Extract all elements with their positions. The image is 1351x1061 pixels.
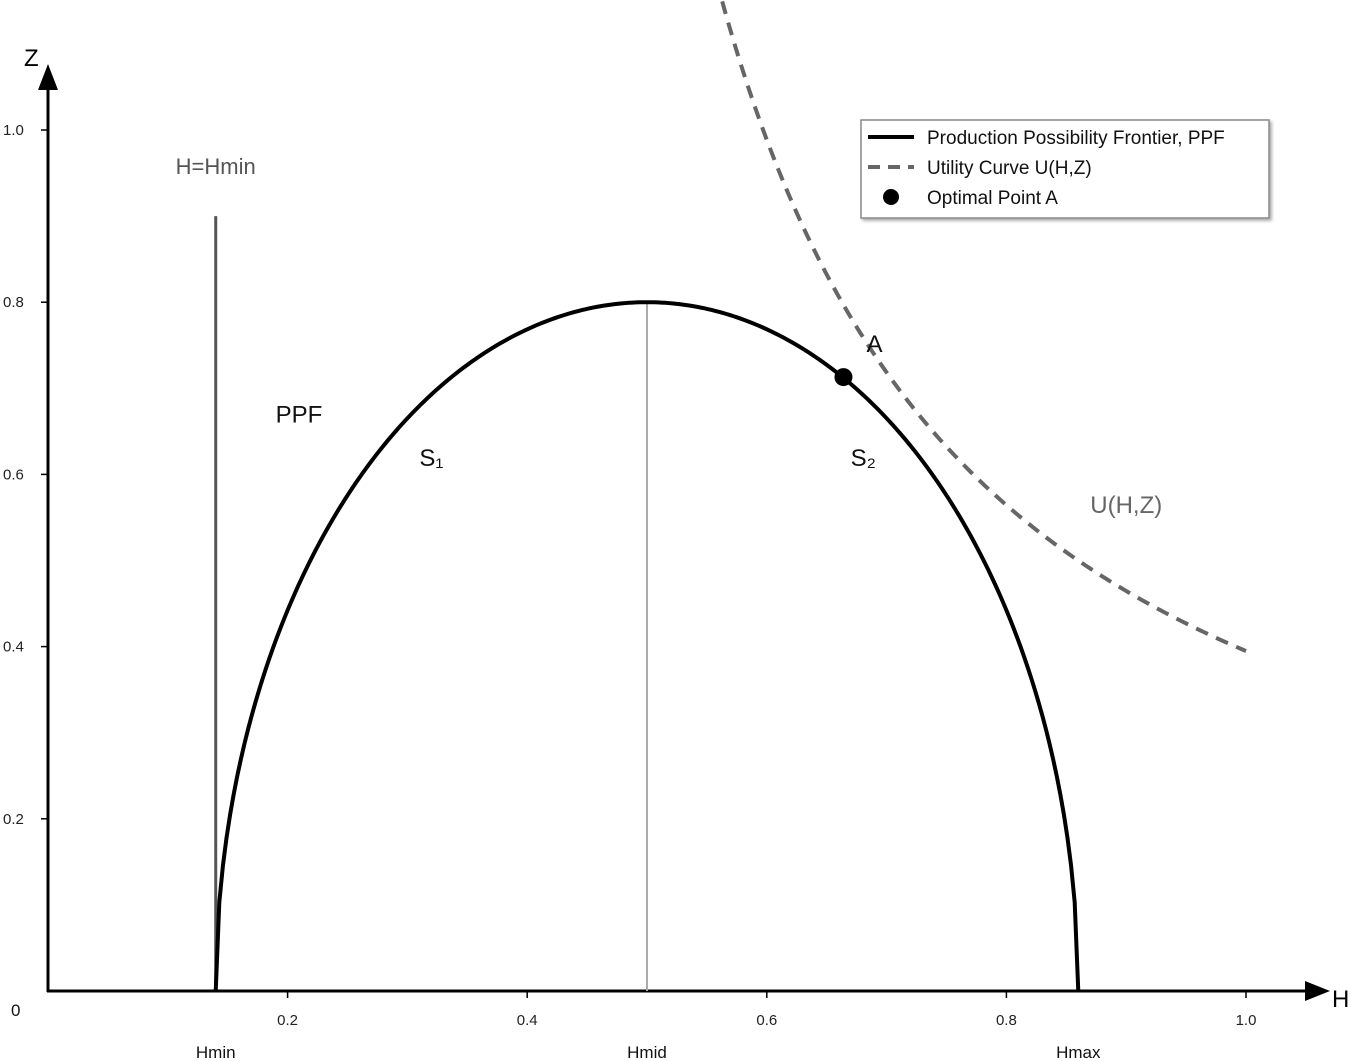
utility-curve (719, 0, 1247, 653)
y-tick-label: 1.0 (3, 122, 24, 139)
x-tick-label: 1.0 (1236, 1012, 1257, 1029)
utility-label: U(H,Z) (1090, 492, 1162, 519)
y-ticks: 0.2 0.4 0.6 0.8 1.0 (3, 122, 48, 828)
x-marker-label: Hmax (1056, 1043, 1101, 1061)
x-markers: Hmin Hmid Hmax (196, 1043, 1101, 1061)
x-tick-label: 0.4 (517, 1012, 538, 1029)
x-tick-label: 0.6 (756, 1012, 777, 1029)
x-ticks: 0.2 0.4 0.6 0.8 1.0 (277, 991, 1256, 1029)
hmin-line-label: H=Hmin (176, 154, 256, 179)
optimal-point-label: A (866, 331, 882, 358)
x-tick-label: 0.2 (277, 1012, 298, 1029)
y-tick-label: 0.2 (3, 811, 24, 828)
optimal-point (834, 368, 853, 387)
legend-box (860, 119, 1270, 219)
y-tick-label: 0.8 (3, 294, 24, 311)
legend-label-optimal: Optimal Point A (927, 188, 1058, 209)
y-axis-arrow (38, 64, 58, 90)
origin-label: 0 (11, 1001, 20, 1020)
x-marker-label: Hmin (196, 1043, 236, 1061)
x-marker-label: Hmid (627, 1043, 667, 1061)
legend-label-ppf: Production Possibility Frontier, PPF (927, 128, 1225, 149)
s2-label: S₂ (851, 445, 876, 472)
ppf-label: PPF (276, 402, 323, 429)
legend-marker-optimal (883, 189, 899, 205)
x-axis-arrow (1305, 981, 1330, 1001)
x-axis-title: H (1332, 986, 1349, 1013)
ppf-curve (213, 300, 1081, 992)
y-tick-label: 0.4 (3, 639, 24, 656)
s1-label: S₁ (419, 445, 443, 472)
legend-label-utility: Utility Curve U(H,Z) (927, 158, 1092, 179)
y-axis-title: Z (24, 45, 39, 72)
legend: Production Possibility Frontier, PPF Uti… (860, 119, 1270, 219)
x-tick-label: 0.8 (996, 1012, 1017, 1029)
y-tick-label: 0.6 (3, 466, 24, 483)
